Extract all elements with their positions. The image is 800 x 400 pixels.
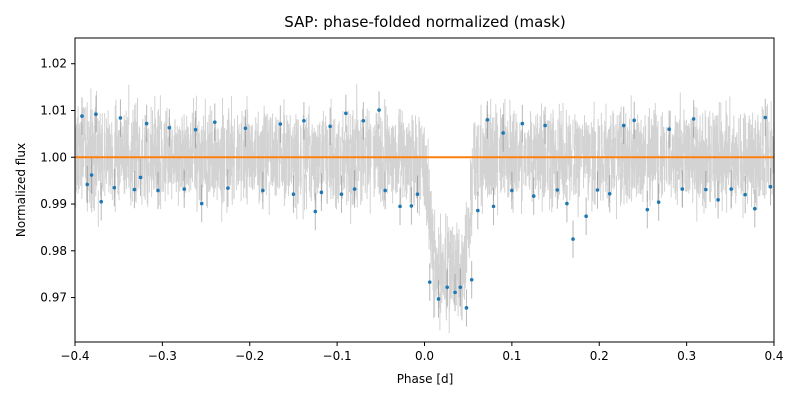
y-tick-label: 0.97 <box>40 291 67 305</box>
chart-title: SAP: phase-folded normalized (mask) <box>284 13 565 31</box>
data-point <box>436 297 441 301</box>
data-point <box>243 126 248 131</box>
x-tick-label: 0.2 <box>590 349 609 363</box>
data-point <box>768 184 773 189</box>
data-point <box>409 204 414 208</box>
data-point <box>743 192 747 197</box>
data-point <box>621 123 626 128</box>
highlighted-points <box>80 91 773 327</box>
data-point <box>667 127 671 131</box>
data-point <box>453 290 457 295</box>
data-point <box>193 127 198 132</box>
x-tick-label: 0.0 <box>415 349 434 363</box>
data-point <box>261 188 265 193</box>
x-tick-label: 0.3 <box>677 349 696 363</box>
data-point <box>199 201 204 206</box>
x-tick-label: 0.1 <box>502 349 521 363</box>
data-point <box>427 280 432 284</box>
x-tick-label: 0.4 <box>764 349 783 363</box>
data-point <box>352 187 357 191</box>
data-point <box>531 194 536 198</box>
data-point <box>555 188 560 192</box>
y-tick-label: 0.99 <box>40 197 67 211</box>
data-point <box>112 185 117 190</box>
y-axis: 0.97 0.98 0.99 1.00 1.01 1.02 <box>40 57 75 305</box>
data-point <box>645 207 650 212</box>
y-tick-label: 1.02 <box>40 57 67 71</box>
data-point <box>144 121 149 126</box>
data-point <box>584 214 588 218</box>
x-tick-label: −0.3 <box>148 349 177 363</box>
data-point <box>475 208 480 213</box>
data-point <box>80 114 84 118</box>
y-axis-label: Normalized flux <box>14 143 28 237</box>
data-point <box>85 182 90 187</box>
x-tick-label: −0.2 <box>235 349 264 363</box>
data-point <box>398 204 402 209</box>
data-point <box>680 187 685 191</box>
data-point <box>156 188 160 193</box>
y-tick-label: 0.98 <box>40 244 67 258</box>
data-point <box>291 192 296 197</box>
data-point <box>94 112 98 117</box>
data-point <box>485 118 490 122</box>
data-point <box>510 188 514 193</box>
data-point <box>729 187 733 191</box>
data-point <box>607 191 612 196</box>
x-tick-label: −0.1 <box>323 349 352 363</box>
data-point <box>469 277 474 282</box>
data-point <box>182 187 187 191</box>
data-point <box>383 188 387 193</box>
data-point <box>99 199 104 204</box>
data-point <box>377 108 381 112</box>
data-point <box>458 285 463 290</box>
y-tick-label: 1.01 <box>40 103 67 117</box>
data-point <box>118 116 123 120</box>
data-point <box>595 188 600 192</box>
data-point <box>313 209 318 214</box>
data-point <box>704 187 708 192</box>
x-axis: −0.4 −0.3 −0.2 −0.1 0.0 0.1 0.2 0.3 0.4 <box>60 342 784 363</box>
plot-area <box>75 83 774 334</box>
data-point <box>543 123 547 128</box>
data-point <box>752 206 757 211</box>
data-point <box>138 175 143 180</box>
data-point <box>520 121 525 126</box>
data-point <box>445 285 450 290</box>
y-tick-label: 1.00 <box>40 150 67 164</box>
data-point <box>226 186 230 190</box>
data-point <box>632 118 636 123</box>
data-point <box>344 111 348 116</box>
data-point <box>763 115 768 120</box>
data-point <box>213 120 217 124</box>
data-point <box>491 204 496 209</box>
data-point <box>716 198 720 202</box>
data-point <box>571 237 575 241</box>
data-point <box>339 192 344 197</box>
data-point <box>691 117 696 121</box>
x-axis-label: Phase [d] <box>397 372 454 386</box>
data-point <box>319 190 324 195</box>
data-point <box>132 187 137 192</box>
data-point <box>361 118 366 123</box>
data-point <box>464 306 469 310</box>
data-point <box>167 125 172 130</box>
data-point <box>656 200 661 204</box>
data-point <box>302 118 306 123</box>
data-point <box>328 124 332 129</box>
data-point <box>501 131 505 135</box>
data-point <box>278 122 283 126</box>
x-tick-label: −0.4 <box>60 349 89 363</box>
data-point <box>415 192 420 197</box>
data-point <box>565 201 569 206</box>
data-point <box>89 173 94 177</box>
